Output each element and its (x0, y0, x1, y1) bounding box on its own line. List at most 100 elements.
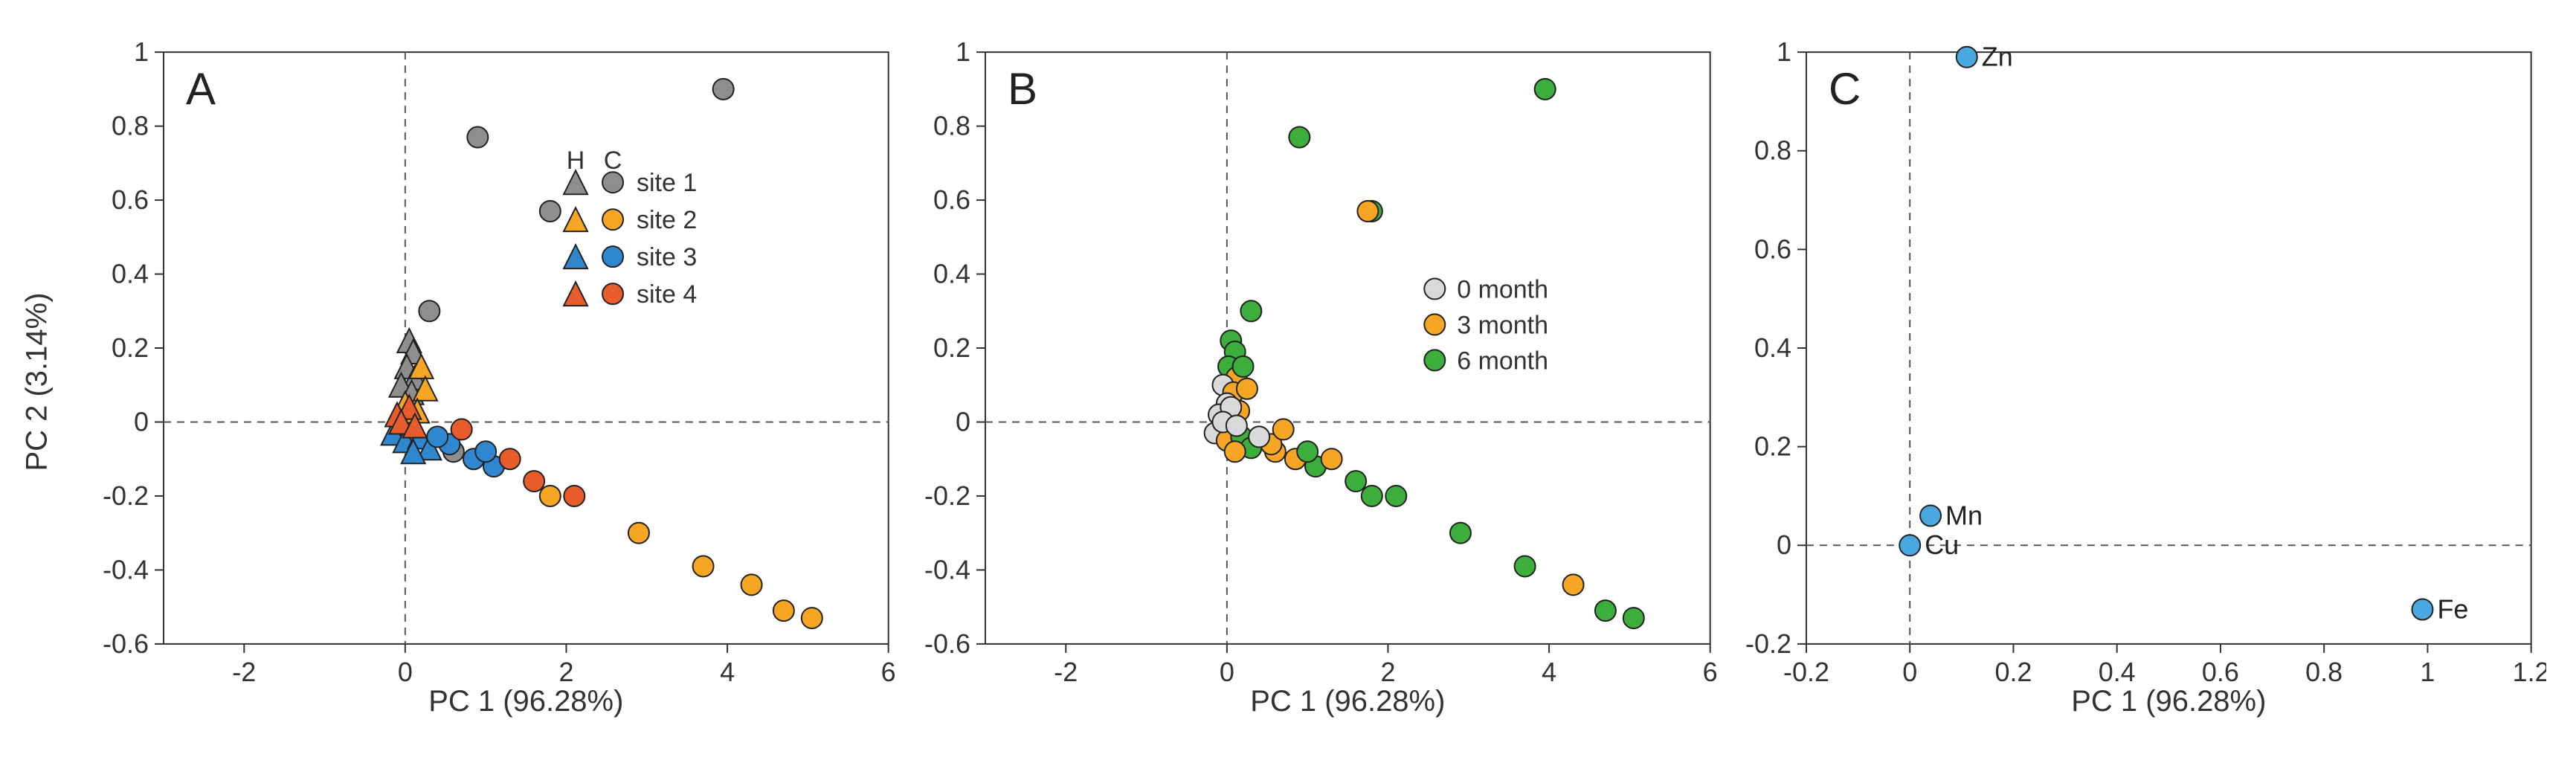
scatter-circle (1240, 300, 1261, 321)
svg-text:6: 6 (1702, 657, 1717, 687)
svg-text:0.6: 0.6 (1754, 234, 1791, 264)
y-axis-label-text: PC 2 (3.14%) (21, 292, 54, 471)
svg-text:1: 1 (1777, 36, 1791, 67)
svg-text:-0.4: -0.4 (924, 554, 970, 585)
scatter-circle (1345, 471, 1366, 492)
loading-label: Cu (1925, 529, 1960, 560)
scatter-circle (1595, 600, 1616, 621)
scatter-circle (1562, 574, 1583, 595)
scatter-circle (1272, 419, 1293, 440)
scatter-circle (1224, 441, 1245, 462)
svg-text:-0.2: -0.2 (103, 480, 149, 511)
loading-label: Mn (1945, 500, 1983, 530)
svg-text:2: 2 (1380, 657, 1395, 687)
scatter-circle (1321, 448, 1342, 469)
scatter-circle (467, 127, 488, 148)
svg-text:0: 0 (956, 406, 970, 437)
panel-b: -20246-0.6-0.4-0.200.20.40.60.81PC 1 (96… (904, 30, 1725, 733)
scatter-circle (773, 600, 794, 621)
scatter-circle (1249, 426, 1269, 447)
panel-a-svg: -20246-0.6-0.4-0.200.20.40.60.81PC 1 (96… (82, 30, 904, 733)
svg-text:0.2: 0.2 (1995, 657, 2032, 687)
svg-text:-2: -2 (232, 657, 256, 687)
svg-text:0: 0 (134, 406, 149, 437)
scatter-circle (1385, 486, 1406, 506)
scatter-circle (524, 471, 544, 492)
scatter-circle (540, 201, 561, 222)
svg-text:4: 4 (720, 657, 735, 687)
scatter-circle (1361, 486, 1382, 506)
svg-text:6: 6 (881, 657, 896, 687)
svg-text:0.2: 0.2 (112, 332, 149, 363)
scatter-circle (1534, 79, 1555, 100)
y-axis-label: PC 2 (3.14%) (7, 0, 67, 763)
svg-text:PC 1 (96.28%): PC 1 (96.28%) (428, 685, 623, 718)
scatter-circle (1289, 127, 1310, 148)
scatter-circle (1514, 556, 1535, 576)
svg-text:0.2: 0.2 (1754, 431, 1791, 462)
svg-text:0.6: 0.6 (112, 184, 149, 215)
svg-text:C: C (604, 147, 622, 175)
svg-text:3 month: 3 month (1457, 311, 1548, 339)
svg-text:0.8: 0.8 (112, 111, 149, 141)
svg-text:0.6: 0.6 (2202, 657, 2239, 687)
svg-text:-0.2: -0.2 (1783, 657, 1829, 687)
scatter-circle (741, 574, 762, 595)
scatter-circle (1450, 523, 1471, 544)
scatter-circle (1237, 379, 1258, 399)
svg-text:-0.6: -0.6 (103, 628, 149, 659)
svg-text:site 4: site 4 (637, 280, 697, 309)
svg-text:0: 0 (1777, 529, 1791, 560)
svg-text:4: 4 (1542, 657, 1556, 687)
svg-text:0.8: 0.8 (2306, 657, 2343, 687)
loading-point (2412, 599, 2433, 619)
panel-a: -20246-0.6-0.4-0.200.20.40.60.81PC 1 (96… (82, 30, 904, 733)
svg-text:2: 2 (558, 657, 573, 687)
svg-text:0: 0 (1903, 657, 1918, 687)
svg-text:1: 1 (134, 36, 149, 67)
scatter-circle (419, 300, 439, 321)
svg-text:-0.6: -0.6 (924, 628, 970, 659)
loading-point (1900, 535, 1921, 556)
scatter-circle (1357, 201, 1378, 222)
svg-text:1: 1 (2421, 657, 2435, 687)
svg-text:1: 1 (956, 36, 970, 67)
svg-text:0.8: 0.8 (933, 111, 970, 141)
scatter-circle (1623, 608, 1643, 628)
svg-text:0.6: 0.6 (933, 184, 970, 215)
scatter-circle (628, 523, 649, 544)
svg-text:A: A (186, 64, 216, 114)
scatter-circle (475, 441, 496, 462)
svg-text:0.4: 0.4 (933, 259, 970, 289)
loading-label: Fe (2438, 593, 2469, 624)
panel-c-svg: -0.2 0 0.2 0.4 0.6 0.8 1 1.2 -0.2 0 0.2 0.4 0.6 0.8 1 P… (1725, 30, 2546, 733)
scatter-circle (427, 426, 448, 447)
scatter-circle (1297, 441, 1318, 462)
svg-text:0.8: 0.8 (1754, 135, 1791, 166)
scatter-circle (540, 486, 561, 506)
loading-point (1957, 47, 1977, 68)
svg-text:0: 0 (398, 657, 413, 687)
scatter-circle (802, 608, 822, 628)
svg-text:0.2: 0.2 (933, 332, 970, 363)
svg-text:0.4: 0.4 (112, 259, 149, 289)
scatter-circle (451, 419, 472, 440)
loading-point (1920, 505, 1941, 526)
loading-label: Zn (1982, 42, 2013, 72)
svg-text:-0.2: -0.2 (1745, 628, 1791, 659)
svg-text:site 1: site 1 (637, 169, 697, 197)
svg-text:0 month: 0 month (1457, 275, 1548, 303)
scatter-circle (693, 556, 714, 576)
svg-text:site 3: site 3 (637, 243, 697, 271)
svg-text:1.2: 1.2 (2513, 657, 2546, 687)
svg-text:PC 1 (96.28%): PC 1 (96.28%) (1250, 685, 1445, 718)
figure-row: PC 2 (3.14%) -2 0 2 4 6 -0.6 -0.4 -0.2 0 0.2 0.4 0.… (0, 0, 2576, 763)
svg-text:PC 1 (96.28%): PC 1 (96.28%) (2072, 685, 2267, 718)
scatter-circle (500, 448, 521, 469)
svg-text:-0.2: -0.2 (924, 480, 970, 511)
scatter-circle (564, 486, 585, 506)
scatter-circle (1226, 415, 1247, 436)
svg-text:0.4: 0.4 (1754, 332, 1791, 363)
svg-text:site 2: site 2 (637, 206, 697, 234)
svg-text:0.4: 0.4 (2099, 657, 2136, 687)
